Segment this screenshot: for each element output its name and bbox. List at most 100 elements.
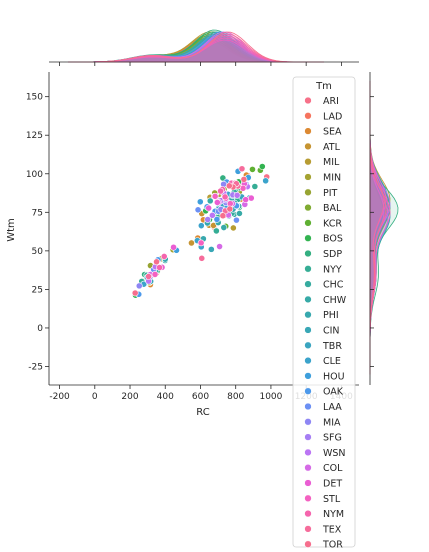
legend-marker bbox=[304, 356, 312, 365]
legend-marker bbox=[304, 219, 312, 227]
scatter-point bbox=[233, 216, 240, 224]
legend-label: TOR bbox=[322, 540, 343, 551]
legend-label: DET bbox=[323, 479, 342, 490]
x-tick-label: 200 bbox=[121, 392, 138, 402]
legend-marker bbox=[304, 448, 312, 457]
scatter-point bbox=[249, 165, 256, 173]
y-tick-label: 50 bbox=[32, 247, 44, 257]
scatter-point bbox=[197, 222, 205, 230]
scatter-point bbox=[240, 176, 248, 183]
scatter-point bbox=[170, 243, 177, 251]
y-tick-label: 125 bbox=[26, 131, 43, 141]
x-tick-label: 0 bbox=[92, 392, 98, 402]
y-axis-label: Wtm bbox=[6, 218, 17, 242]
legend-label: TEX bbox=[322, 524, 342, 535]
legend-marker bbox=[304, 127, 312, 135]
y-tick-label: 0 bbox=[37, 324, 43, 334]
legend-label: SDP bbox=[323, 249, 342, 260]
scatter-point bbox=[196, 198, 204, 206]
legend-marker bbox=[304, 433, 312, 441]
legend-label: MIN bbox=[323, 173, 341, 184]
legend-label: PHI bbox=[323, 310, 339, 321]
scatter-point bbox=[233, 191, 241, 199]
scatter-point bbox=[188, 239, 195, 247]
scatter-point bbox=[145, 273, 152, 280]
y-tick-label: 25 bbox=[32, 285, 43, 295]
scatter-point bbox=[160, 253, 168, 260]
scatter-point bbox=[197, 239, 205, 247]
legend-label: LAA bbox=[323, 402, 342, 413]
legend-marker bbox=[304, 372, 312, 380]
legend-label: COL bbox=[323, 463, 343, 474]
scatter-point bbox=[216, 243, 223, 250]
legend-marker bbox=[304, 464, 312, 472]
scatter-point bbox=[131, 289, 139, 297]
scatter-point bbox=[262, 177, 270, 185]
scatter-point bbox=[207, 245, 215, 253]
scatter-point bbox=[221, 193, 229, 201]
legend-marker bbox=[304, 188, 312, 196]
legend-marker bbox=[304, 280, 312, 288]
x-tick-label: -200 bbox=[49, 392, 70, 402]
legend-marker bbox=[304, 173, 312, 181]
scatter-point bbox=[205, 204, 213, 212]
legend-entries: ARI LAD SEA ATL MIL MIN PIT BAL KCR BOS SDP NYY CHC C… bbox=[304, 96, 347, 551]
y-tick-label: 150 bbox=[26, 93, 43, 103]
scatter-point bbox=[229, 224, 237, 232]
scatter-point bbox=[247, 194, 255, 202]
legend-label: NYY bbox=[323, 264, 342, 275]
legend-label: SEA bbox=[323, 127, 342, 138]
scatter-point bbox=[236, 210, 243, 217]
legend-label: OAK bbox=[323, 387, 344, 398]
legend-label: KCR bbox=[323, 218, 342, 229]
legend-label: BOS bbox=[323, 234, 343, 245]
legend-marker bbox=[304, 249, 312, 258]
scatter-point bbox=[213, 199, 221, 206]
legend-title: Tm bbox=[315, 81, 332, 92]
legend-marker bbox=[304, 479, 312, 487]
scatter-point bbox=[242, 196, 250, 204]
legend-marker bbox=[304, 203, 312, 212]
scatter-point bbox=[151, 271, 159, 278]
scatter-point bbox=[156, 264, 163, 271]
legend-label: MIA bbox=[323, 417, 341, 428]
legend-label: LAD bbox=[323, 111, 342, 122]
y-ticks: -25 0 25 50 75 100 125 150 bbox=[26, 93, 374, 372]
scatter-point bbox=[204, 216, 212, 223]
legend-marker bbox=[304, 265, 312, 273]
legend-label: NYM bbox=[323, 509, 344, 520]
legend-marker bbox=[304, 540, 312, 548]
legend-label: CLE bbox=[323, 356, 341, 367]
scatter-point bbox=[238, 165, 246, 173]
legend-label: SFG bbox=[323, 433, 342, 444]
legend-marker bbox=[304, 525, 312, 533]
legend-label: BAL bbox=[323, 203, 342, 214]
legend-marker bbox=[304, 311, 312, 319]
x-tick-label: 1000 bbox=[259, 392, 282, 402]
scatter-point bbox=[219, 212, 227, 220]
legend-marker bbox=[304, 341, 312, 349]
y-tick-label: 75 bbox=[32, 208, 43, 218]
scatter-point bbox=[217, 187, 224, 195]
y-tick-label: 100 bbox=[26, 170, 43, 180]
legend-label: CIN bbox=[323, 326, 340, 337]
scatter-point bbox=[206, 197, 214, 205]
x-tick-label: 400 bbox=[157, 392, 174, 402]
legend-marker bbox=[304, 418, 312, 426]
legend-marker bbox=[304, 387, 312, 395]
scatter-point bbox=[194, 206, 202, 214]
x-tick-label: 800 bbox=[227, 392, 244, 402]
legend-label: TBR bbox=[322, 341, 342, 352]
scatter-points bbox=[131, 163, 271, 299]
legend-marker bbox=[304, 96, 312, 105]
legend-marker bbox=[304, 295, 312, 304]
x-axis-label: RC bbox=[196, 407, 209, 418]
scatter-point bbox=[198, 254, 206, 262]
scatter-point bbox=[220, 224, 228, 231]
legend: Tm ARI LAD SEA ATL MIL MIN PIT BAL KCR BOS SDP NYY C… bbox=[292, 76, 356, 551]
legend-label: PIT bbox=[323, 188, 338, 199]
scatter-point bbox=[225, 182, 233, 190]
scatter-point bbox=[258, 163, 266, 170]
legend-label: CHC bbox=[323, 280, 344, 291]
legend-label: ATL bbox=[323, 142, 341, 153]
